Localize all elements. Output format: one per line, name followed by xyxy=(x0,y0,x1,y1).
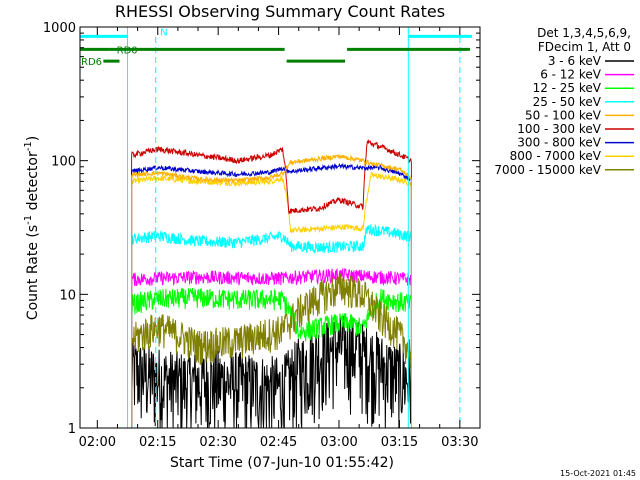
axes-layer: 1 10 100 1000 02:00 02:15 02:30 02:45 03:00 03:15… xyxy=(43,21,481,450)
series-line-4 xyxy=(131,154,412,429)
x-axis-label: Start Time (07-Jun-10 01:55:42) xyxy=(170,455,394,471)
legend-label-4: 50 - 100 keV xyxy=(525,108,602,122)
series-line-6 xyxy=(131,162,412,429)
x-tick-label: 03:30 xyxy=(441,435,478,450)
decim-label-rd6: RD6 xyxy=(81,57,102,68)
y-axis-label: Count Rate (s-1 detector-1) xyxy=(23,136,41,320)
chart-title: RHESSI Observing Summary Count Rates xyxy=(115,2,445,21)
legend-label-1: 6 - 12 keV xyxy=(540,68,602,82)
legend-header-line-2: FDecim 1, Att 0 xyxy=(538,40,631,54)
legend-label-2: 12 - 25 keV xyxy=(533,81,602,95)
data-layer xyxy=(131,138,412,429)
ylabel-sup-1: -1 xyxy=(23,215,34,225)
plot-frame xyxy=(79,26,481,429)
legend-label-7: 800 - 7000 keV xyxy=(510,149,602,163)
night-marker-label: N xyxy=(160,27,167,38)
y-tick-label: 1 xyxy=(68,422,76,437)
x-tick-label: 02:15 xyxy=(139,435,176,450)
legend-label-0: 3 - 6 keV xyxy=(548,54,602,68)
legend-label-6: 300 - 800 keV xyxy=(517,136,601,150)
x-tick-label: 02:00 xyxy=(79,435,116,450)
svg-text:Count Rate (s-1 detector-1): Count Rate (s-1 detector-1) xyxy=(23,136,41,320)
ylabel-sup-2: -1 xyxy=(23,141,34,151)
y-tick-label: 100 xyxy=(51,155,76,170)
legend-header-line-1: Det 1,3,4,5,6,9, xyxy=(537,26,631,40)
x-tick-label: 02:45 xyxy=(260,435,297,450)
series-line-7 xyxy=(131,171,412,429)
footer-date: 15-Oct-2021 01:45 xyxy=(560,469,636,478)
x-tick-label: 02:30 xyxy=(199,435,236,450)
series-line-1 xyxy=(131,267,412,429)
decim-label-rd0: RD0 xyxy=(117,45,138,56)
ylabel-part-end: ) xyxy=(25,136,41,141)
x-tick-label: 03:00 xyxy=(320,435,357,450)
ylabel-part-main: Count Rate (s xyxy=(25,225,41,320)
x-tick-label: 03:15 xyxy=(381,435,418,450)
marker-layer: N RD0 RD6 xyxy=(80,27,472,428)
legend-label-3: 25 - 50 keV xyxy=(533,95,602,109)
legend-label-8: 7000 - 15000 keV xyxy=(494,163,601,177)
series-line-8 xyxy=(131,273,412,429)
y-tick-label: 1000 xyxy=(43,21,76,36)
ylabel-part-mid: detector xyxy=(25,151,41,215)
series-line-2 xyxy=(131,287,412,429)
series-line-0 xyxy=(131,315,412,429)
series-line-3 xyxy=(131,223,412,429)
legend-label-5: 100 - 300 keV xyxy=(517,122,601,136)
y-tick-label: 10 xyxy=(59,288,76,303)
